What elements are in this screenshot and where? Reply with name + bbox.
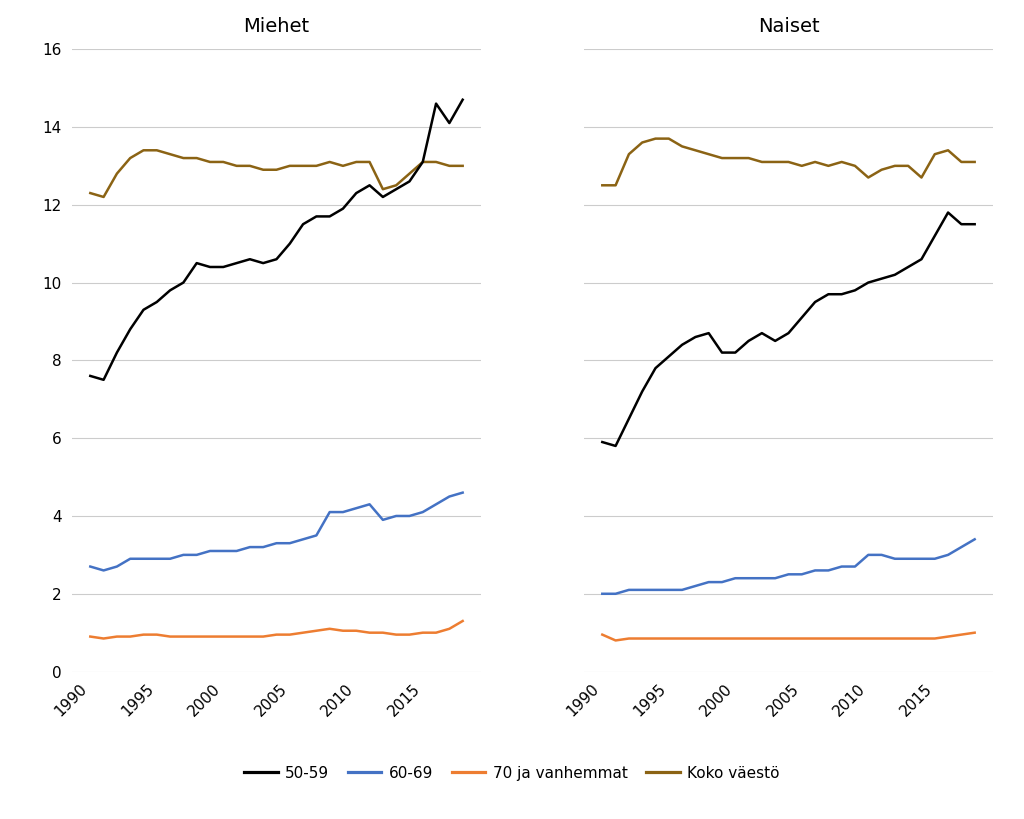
Title: Naiset: Naiset xyxy=(758,17,819,37)
Legend: 50-59, 60-69, 70 ja vanhemmat, Koko väestö: 50-59, 60-69, 70 ja vanhemmat, Koko väes… xyxy=(238,759,786,787)
Title: Miehet: Miehet xyxy=(244,17,309,37)
